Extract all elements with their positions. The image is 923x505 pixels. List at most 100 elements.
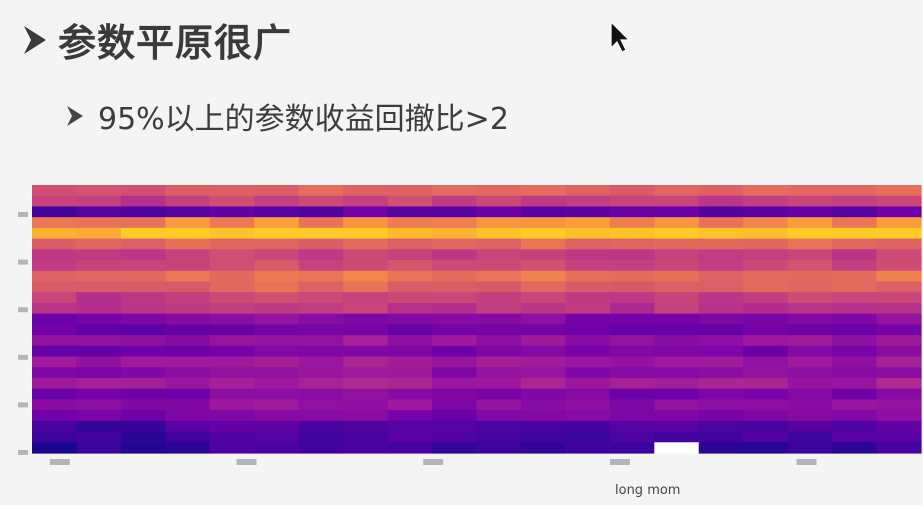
heatmap-cell bbox=[298, 260, 344, 272]
heatmap-cell bbox=[298, 313, 344, 325]
heatmap-cell bbox=[743, 388, 789, 400]
heatmap-cell bbox=[209, 217, 255, 229]
heatmap-cell bbox=[120, 238, 166, 250]
heatmap-cell bbox=[387, 345, 433, 358]
heatmap-cell bbox=[76, 356, 122, 368]
heatmap-cell bbox=[209, 185, 255, 197]
heatmap-cell bbox=[387, 260, 433, 272]
heatmap-cell bbox=[432, 217, 478, 229]
heatmap-cell bbox=[254, 281, 300, 293]
heatmap-cell bbox=[743, 442, 789, 454]
heatmap-cell bbox=[32, 260, 78, 272]
heatmap-cell bbox=[432, 185, 478, 197]
heatmap-cell bbox=[787, 270, 833, 283]
heatmap-cell bbox=[698, 399, 744, 411]
heatmap-cell bbox=[298, 388, 344, 400]
heatmap-cell bbox=[343, 185, 389, 197]
heatmap-cell bbox=[343, 292, 389, 304]
heatmap-cell bbox=[876, 206, 922, 218]
heatmap-cell bbox=[32, 410, 78, 422]
heatmap-cell bbox=[343, 313, 389, 325]
heatmap-cell bbox=[343, 281, 389, 293]
heatmap-cell bbox=[165, 324, 211, 336]
heatmap-cell bbox=[609, 260, 655, 272]
heatmap-cell bbox=[876, 217, 922, 229]
heatmap-cell bbox=[432, 195, 478, 208]
heatmap-cell bbox=[387, 249, 433, 261]
heatmap-cell bbox=[520, 302, 566, 315]
heatmap-cell bbox=[298, 420, 344, 433]
heatmap-cell bbox=[876, 345, 922, 358]
y-tick-mark bbox=[18, 307, 28, 313]
heatmap-cell bbox=[476, 217, 522, 229]
heatmap-cell bbox=[787, 281, 833, 293]
heatmap-cell bbox=[343, 249, 389, 261]
heatmap-cell bbox=[387, 270, 433, 283]
heatmap-cell bbox=[832, 345, 878, 358]
heatmap-cell bbox=[298, 367, 344, 379]
heatmap-cell bbox=[743, 217, 789, 229]
heatmap-cell bbox=[832, 431, 878, 443]
heatmap-cell bbox=[698, 356, 744, 368]
heatmap-cell bbox=[209, 388, 255, 400]
heatmap-cell bbox=[520, 185, 566, 197]
heatmap-cell bbox=[698, 335, 744, 347]
heatmap-cell bbox=[76, 431, 122, 443]
heatmap-cell bbox=[565, 270, 611, 283]
heatmap-cell bbox=[209, 249, 255, 261]
heatmap-cell bbox=[520, 292, 566, 304]
heatmap-cell bbox=[254, 431, 300, 443]
heatmap-cell bbox=[76, 377, 122, 390]
heatmap-cell bbox=[476, 260, 522, 272]
heatmap-cell bbox=[787, 367, 833, 379]
heatmap-cell bbox=[476, 388, 522, 400]
heatmap-cell bbox=[565, 388, 611, 400]
heatmap-cell bbox=[743, 377, 789, 390]
heatmap-cell bbox=[432, 442, 478, 454]
heatmap-cell bbox=[787, 345, 833, 358]
heatmap-cell bbox=[387, 313, 433, 325]
heatmap-cell bbox=[298, 195, 344, 208]
heatmap-cell bbox=[565, 292, 611, 304]
heatmap-cell bbox=[32, 431, 78, 443]
heatmap-cell bbox=[876, 270, 922, 283]
heatmap-cell bbox=[609, 345, 655, 358]
heatmap-cell bbox=[832, 249, 878, 261]
heatmap-cell bbox=[654, 302, 700, 315]
heatmap-cell bbox=[120, 335, 166, 347]
arrowhead-bullet-icon bbox=[67, 106, 83, 126]
heatmap-cell bbox=[165, 399, 211, 411]
heatmap-cell bbox=[120, 324, 166, 336]
heatmap-cell bbox=[254, 335, 300, 347]
heatmap-cell bbox=[120, 217, 166, 229]
heatmap-cell bbox=[120, 442, 166, 454]
heatmap-cell bbox=[654, 281, 700, 293]
heatmap-cell bbox=[565, 442, 611, 454]
heatmap-cell bbox=[387, 281, 433, 293]
heatmap-cell bbox=[387, 324, 433, 336]
heatmap-cell bbox=[165, 185, 211, 197]
heatmap-cell bbox=[520, 324, 566, 336]
heatmap-cell bbox=[743, 206, 789, 218]
heatmap-cell bbox=[209, 313, 255, 325]
heatmap-cell bbox=[298, 377, 344, 390]
heatmap-cell bbox=[120, 292, 166, 304]
heatmap-cell bbox=[476, 377, 522, 390]
heatmap-cell bbox=[76, 238, 122, 250]
heatmap-cell bbox=[654, 345, 700, 358]
heatmap-cell bbox=[654, 313, 700, 325]
heatmap-cell bbox=[654, 227, 700, 240]
heatmap-cell bbox=[520, 367, 566, 379]
heatmap-cell bbox=[609, 206, 655, 218]
heatmap-cell bbox=[832, 335, 878, 347]
heatmap-cell bbox=[698, 345, 744, 358]
heatmap-cell bbox=[787, 238, 833, 250]
heatmap-cell bbox=[476, 238, 522, 250]
heatmap-cell bbox=[343, 399, 389, 411]
heatmap-cell bbox=[476, 249, 522, 261]
heatmap-cell bbox=[120, 227, 166, 240]
heatmap-cell bbox=[876, 292, 922, 304]
heatmap-cell bbox=[298, 270, 344, 283]
heatmap-cell bbox=[876, 313, 922, 325]
heatmap-cell bbox=[520, 356, 566, 368]
